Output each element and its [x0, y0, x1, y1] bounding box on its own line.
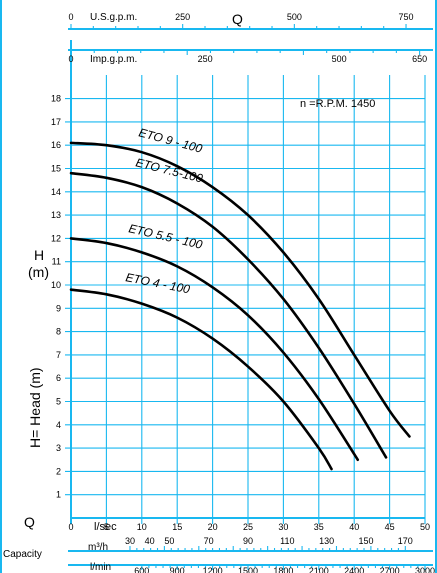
unit-axis-tick-label: 130 [319, 536, 334, 546]
y-tick-label: 4 [56, 420, 61, 430]
unit-axis-tick-label: 110 [280, 536, 294, 546]
unit-axis-tick-label: 250 [198, 54, 213, 64]
y-tick-label: 1 [56, 490, 61, 500]
capacity-label: Capacity [3, 549, 42, 560]
y-tick-label: 17 [51, 117, 61, 127]
y-tick-label: 10 [51, 280, 61, 290]
x-tick-label: 30 [278, 522, 288, 532]
unit-axis-tick-label: 30 [125, 536, 135, 546]
unit-axis-tick-label: 250 [175, 12, 190, 22]
unit-axis-tick-label: 90 [243, 536, 253, 546]
unit-axis-tick-label: 170 [398, 536, 413, 546]
unit-axis-tick-label: 1800 [273, 566, 293, 573]
head-symbol: H [34, 247, 44, 263]
unit-axis-tick-label: 750 [399, 12, 414, 22]
unit-axis-title: U.S.g.p.m. [90, 12, 137, 23]
rpm-note: n =R.P.M. 1450 [300, 98, 375, 110]
unit-axis-tick-label: 650 [412, 54, 427, 64]
head-unit: (m) [28, 264, 49, 280]
q-symbol-top: Q [232, 11, 243, 27]
unit-axis-tick-label: 50 [164, 536, 174, 546]
q-symbol-bottom: Q [24, 514, 35, 530]
unit-axis-tick-label: 150 [359, 536, 374, 546]
y-tick-label: 18 [51, 94, 61, 104]
x-tick-label: 50 [420, 522, 430, 532]
unit-axis-title: m³/h [88, 542, 108, 553]
unit-axis-tick-label: 500 [287, 12, 302, 22]
pump-curve-line [69, 237, 360, 462]
y-tick-label: 14 [51, 187, 61, 197]
pump-curve-line [69, 171, 388, 459]
pump-curve-label: ETO 4 - 100 [124, 270, 191, 296]
y-tick-label: 13 [51, 210, 61, 220]
y-axis-title: H= Head (m) [27, 367, 43, 448]
x-tick-label: 40 [349, 522, 359, 532]
bottom-unit-axes: 30 40 50 70 90 110 130 150 170 m³/h 600 900 1200 1500… [68, 536, 435, 573]
left-edge-border [0, 0, 2, 573]
y-tick-label: 2 [56, 466, 61, 476]
y-tick-label: 16 [51, 140, 61, 150]
pump-curve-line [69, 288, 333, 471]
pump-curve-label: ETO 9 - 100 [137, 125, 204, 155]
x-tick-label: 10 [137, 522, 147, 532]
unit-axis-tick-label: 500 [332, 54, 347, 64]
unit-axis-title: l/min [90, 562, 111, 573]
x-tick-label: 20 [208, 522, 218, 532]
y-tick-label: 6 [56, 373, 61, 383]
y-tick-label: 11 [52, 257, 61, 267]
pump-curve-label: ETO 7.5-100 [134, 155, 204, 185]
x-tick-label: 45 [385, 522, 395, 532]
unit-axis-tick-label: 0 [68, 12, 73, 22]
unit-axis-title: Imp.g.p.m. [90, 54, 137, 65]
x-axis-title: l/sec [94, 521, 117, 533]
pump-curve-label: ETO 5.5 - 100 [127, 221, 204, 252]
x-tick-label: 0 [68, 522, 73, 532]
pump-curve-line [69, 141, 411, 438]
unit-axis-tick-label: 0 [68, 54, 73, 64]
x-tick-label: 15 [172, 522, 182, 532]
y-tick-label: 5 [56, 397, 61, 407]
x-tick-label: 5 [104, 522, 109, 532]
unit-axis-tick-label: 1200 [203, 566, 223, 573]
y-tick-label: 9 [56, 303, 61, 313]
x-tick-label: 25 [243, 522, 253, 532]
top-unit-axes: 0 250 500 750 U.S.g.p.m. 0 250 500 650 Imp.g.p.m. [68, 12, 433, 65]
y-tick-label: 12 [51, 233, 61, 243]
x-tick-labels: 0 5 10 15 20 25 30 35 40 45 50 [68, 522, 430, 532]
unit-axis-tick-label: 70 [204, 536, 214, 546]
unit-axis-tick-label: 2100 [309, 566, 329, 573]
unit-axis-tick-label: 1500 [238, 566, 258, 573]
unit-axis-tick-label: 2400 [344, 566, 364, 573]
y-tick-label: 3 [56, 443, 61, 453]
unit-axis-tick-label: 3000 [415, 566, 435, 573]
unit-axis-tick-label: 40 [145, 536, 155, 546]
x-tick-label: 35 [314, 522, 324, 532]
unit-axis-tick-label: 600 [134, 566, 149, 573]
right-edge-border [435, 0, 437, 573]
y-tick-label: 15 [51, 164, 61, 174]
y-tick-label: 8 [56, 327, 61, 337]
grid [65, 40, 426, 524]
unit-axis-tick-label: 900 [170, 566, 185, 573]
y-tick-label: 7 [56, 350, 61, 360]
unit-axis-tick-label: 2700 [380, 566, 400, 573]
